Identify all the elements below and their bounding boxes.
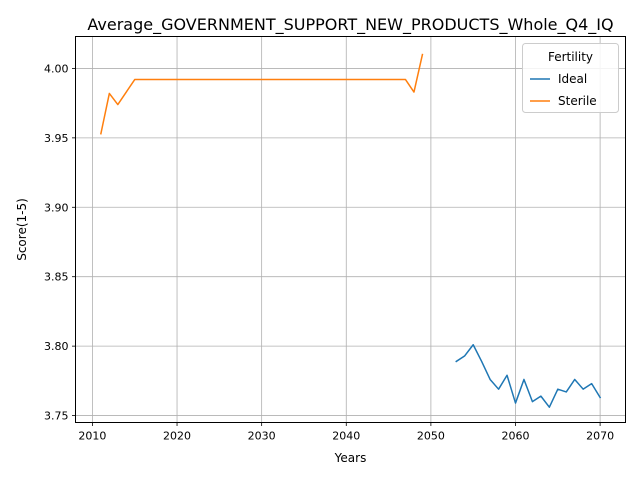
legend-entries: Ideal Sterile: [530, 72, 597, 108]
y-axis-label: Score(1-5): [15, 198, 29, 261]
x-tick-label: 2010: [78, 430, 106, 443]
series-layer: [99, 53, 602, 408]
x-tick-label: 2060: [502, 430, 530, 443]
legend-label-ideal: Ideal: [558, 72, 587, 86]
x-tick-label: 2030: [248, 430, 276, 443]
y-axis-ticks: 3.75 3.80 3.85 3.90 3.95 4.00: [44, 62, 76, 423]
series-line-ideal: [455, 343, 602, 408]
series-line-sterile: [99, 53, 424, 135]
x-tick-label: 2070: [586, 430, 614, 443]
grid-lines: [75, 36, 626, 423]
y-tick-label: 3.75: [44, 410, 69, 423]
x-tick-label: 2020: [163, 430, 191, 443]
y-tick-label: 4.00: [44, 62, 69, 75]
legend-frame: [522, 43, 619, 113]
x-axis-label: Years: [334, 451, 367, 465]
legend-label-sterile: Sterile: [558, 94, 597, 108]
y-tick-label: 3.85: [44, 271, 69, 284]
x-tick-label: 2050: [417, 430, 445, 443]
x-axis-ticks: 2010 2020 2030 2040 2050 2060 2070: [78, 422, 614, 443]
legend: Fertility Ideal Sterile: [522, 43, 619, 113]
x-tick-label: 2040: [332, 430, 360, 443]
y-tick-label: 3.90: [44, 201, 69, 214]
y-tick-label: 3.80: [44, 340, 69, 353]
y-tick-label: 3.95: [44, 132, 69, 145]
chart-title: Average_GOVERNMENT_SUPPORT_NEW_PRODUCTS_…: [87, 15, 613, 35]
legend-title: Fertility: [548, 50, 593, 64]
plot-frame: [75, 36, 626, 423]
